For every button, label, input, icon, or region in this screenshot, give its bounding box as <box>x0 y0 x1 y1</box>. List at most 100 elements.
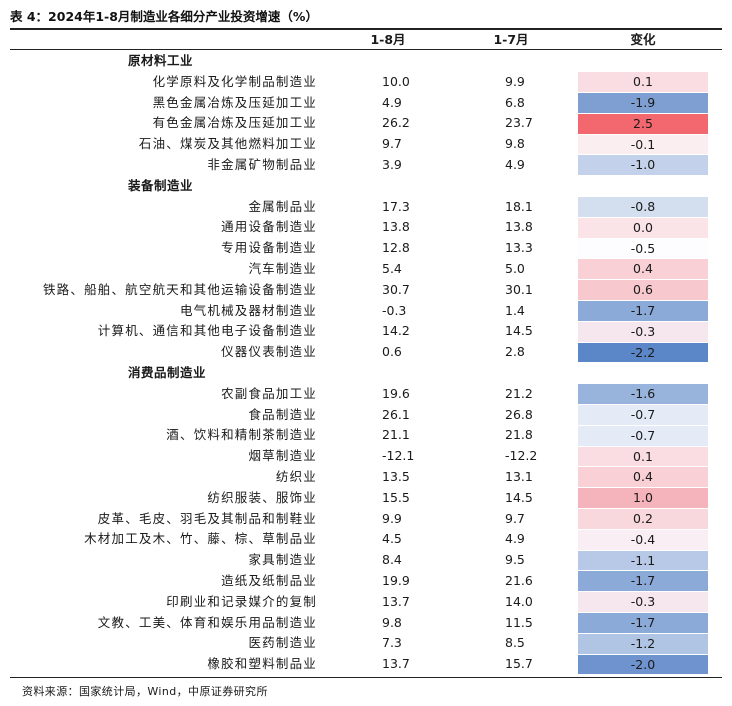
change-cell: -0.3 <box>578 592 708 613</box>
industry-label: 烟草制造业 <box>248 448 317 464</box>
header-1-8: 1-8月 <box>370 32 406 47</box>
industry-label: 金属制品业 <box>248 198 317 214</box>
table-row: 家具制造业 8.4 9.5 -1.1 <box>10 550 722 571</box>
value-1-8: 30.7 <box>382 281 410 297</box>
value-1-7: 30.1 <box>505 281 533 297</box>
value-1-7: 21.8 <box>505 427 533 443</box>
value-1-7: 13.1 <box>505 468 533 484</box>
value-1-7: 26.8 <box>505 406 533 422</box>
value-1-7: 23.7 <box>505 115 533 131</box>
table-row: 有色金属冶炼及压延加工业 26.2 23.7 2.5 <box>10 113 722 134</box>
industry-label: 食品制造业 <box>248 406 317 422</box>
value-1-7: 14.5 <box>505 323 533 339</box>
change-cell: 2.5 <box>578 113 708 134</box>
industry-label: 木材加工及木、竹、藤、棕、草制品业 <box>84 531 317 547</box>
table-row: 计算机、通信和其他电子设备制造业 14.2 14.5 -0.3 <box>10 321 722 342</box>
industry-label: 有色金属冶炼及压延加工业 <box>152 115 317 131</box>
value-1-7: 6.8 <box>505 94 525 110</box>
table-row: 铁路、船舶、航空航天和其他运输设备制造业 30.7 30.1 0.6 <box>10 280 722 301</box>
table-row: 橡胶和塑料制品业 13.7 15.7 -2.0 <box>10 654 722 675</box>
value-1-8: 26.2 <box>382 115 410 131</box>
change-cell: -2.2 <box>578 342 708 363</box>
table-row: 纺织服装、服饰业 15.5 14.5 1.0 <box>10 488 722 509</box>
value-1-8: 19.9 <box>382 572 410 588</box>
change-cell: 0.6 <box>578 280 708 301</box>
table-row: 纺织业 13.5 13.1 0.4 <box>10 467 722 488</box>
change-cell: 1.0 <box>578 488 708 509</box>
value-1-8: 9.9 <box>382 510 402 526</box>
table-row: 通用设备制造业 13.8 13.8 0.0 <box>10 217 722 238</box>
change-cell: 0.0 <box>578 217 708 238</box>
value-1-7: 13.3 <box>505 240 533 256</box>
table-row: 专用设备制造业 12.8 13.3 -0.5 <box>10 238 722 259</box>
table-row: 食品制造业 26.1 26.8 -0.7 <box>10 405 722 426</box>
value-1-8: 9.8 <box>382 614 402 630</box>
value-1-7: 9.9 <box>505 73 525 89</box>
value-1-8: 15.5 <box>382 489 410 505</box>
table-row: 造纸及纸制品业 19.9 21.6 -1.7 <box>10 571 722 592</box>
change-cell: -1.6 <box>578 384 708 405</box>
value-1-7: 21.2 <box>505 385 533 401</box>
value-1-7: 4.9 <box>505 156 525 172</box>
change-cell: -0.7 <box>578 405 708 425</box>
value-1-8: 3.9 <box>382 156 402 172</box>
change-cell: -2.0 <box>578 654 708 675</box>
value-1-8: 19.6 <box>382 385 410 401</box>
header-1-7: 1-7月 <box>493 32 529 47</box>
table-row: 黑色金属冶炼及压延加工业 4.9 6.8 -1.9 <box>10 93 722 114</box>
industry-label: 橡胶和塑料制品业 <box>207 656 317 672</box>
change-cell: -1.2 <box>578 633 708 654</box>
table-row: 电气机械及器材制造业 -0.3 1.4 -1.7 <box>10 301 722 322</box>
header-rule <box>10 49 722 50</box>
table-title: 表 4：2024年1-8月制造业各细分产业投资增速（%） <box>10 9 318 24</box>
value-1-8: 14.2 <box>382 323 410 339</box>
value-1-8: 0.6 <box>382 344 402 360</box>
value-1-7: 1.4 <box>505 302 525 318</box>
industry-label: 计算机、通信和其他电子设备制造业 <box>97 323 317 339</box>
value-1-8: 9.7 <box>382 136 402 152</box>
value-1-7: 14.0 <box>505 593 533 609</box>
industry-label: 石油、煤炭及其他燃料加工业 <box>138 136 317 152</box>
change-cell: -0.3 <box>578 321 708 342</box>
industry-label: 酒、饮料和精制茶制造业 <box>166 427 317 443</box>
value-1-7: 5.0 <box>505 260 525 276</box>
value-1-7: 9.8 <box>505 136 525 152</box>
change-cell: -1.1 <box>578 550 708 571</box>
table-row: 医药制造业 7.3 8.5 -1.2 <box>10 633 722 654</box>
table-row: 印刷业和记录媒介的复制 13.7 14.0 -0.3 <box>10 592 722 613</box>
category-label: 原材料工业 <box>128 53 194 68</box>
change-cell: -1.7 <box>578 571 708 592</box>
table-row: 非金属矿物制品业 3.9 4.9 -1.0 <box>10 155 722 176</box>
value-1-8: -0.3 <box>382 302 407 318</box>
industry-label: 家具制造业 <box>248 552 317 568</box>
value-1-8: 13.8 <box>382 219 410 235</box>
industry-label: 文教、工美、体育和娱乐用品制造业 <box>97 614 317 630</box>
industry-label: 医药制造业 <box>248 635 317 651</box>
value-1-7: -12.2 <box>505 448 538 464</box>
industry-label: 黑色金属冶炼及压延加工业 <box>152 94 317 110</box>
industry-label: 农副食品加工业 <box>221 385 317 401</box>
table-row: 金属制品业 17.3 18.1 -0.8 <box>10 197 722 218</box>
category-label: 消费品制造业 <box>128 364 207 380</box>
value-1-7: 8.5 <box>505 635 525 651</box>
top-rule <box>10 28 722 30</box>
change-cell: -1.0 <box>578 155 708 176</box>
value-1-8: 8.4 <box>382 552 402 568</box>
table-row: 文教、工美、体育和娱乐用品制造业 9.8 11.5 -1.7 <box>10 613 722 634</box>
value-1-8: 10.0 <box>382 73 410 89</box>
value-1-7: 13.8 <box>505 219 533 235</box>
value-1-7: 9.7 <box>505 510 525 526</box>
value-1-7: 9.5 <box>505 552 525 568</box>
value-1-8: 13.7 <box>382 593 410 609</box>
industry-label: 专用设备制造业 <box>221 240 317 256</box>
value-1-7: 14.5 <box>505 489 533 505</box>
change-cell: -1.9 <box>578 93 708 113</box>
value-1-8: 4.5 <box>382 531 402 547</box>
change-cell: -0.1 <box>578 134 708 155</box>
value-1-7: 2.8 <box>505 344 525 360</box>
industry-label: 非金属矿物制品业 <box>207 156 317 172</box>
value-1-8: 13.7 <box>382 656 410 672</box>
source-note: 资料来源：国家统计局，Wind，中原证券研究所 <box>22 685 268 698</box>
value-1-7: 4.9 <box>505 531 525 547</box>
value-1-8: -12.1 <box>382 448 415 464</box>
